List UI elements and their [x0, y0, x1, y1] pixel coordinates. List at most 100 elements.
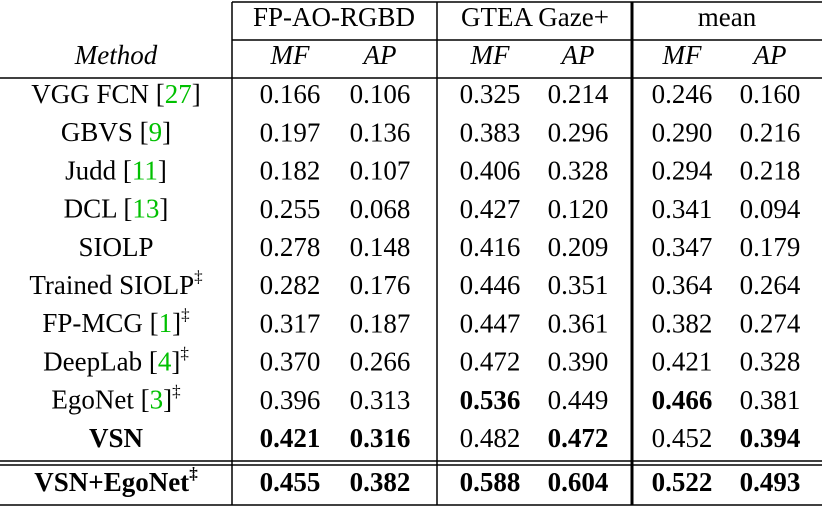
value-cell: 0.472 — [548, 423, 609, 453]
value-cell: 0.390 — [548, 347, 609, 377]
metric-header: MF — [270, 40, 310, 70]
value-cell: 0.361 — [548, 308, 609, 338]
ref-bracket: [ — [123, 156, 132, 186]
method-name: VSN — [89, 423, 144, 453]
value-cell: 0.447 — [460, 308, 521, 338]
value-cell: 0.255 — [260, 194, 321, 224]
value-cell: 0.588 — [460, 467, 521, 497]
value-cell: 0.197 — [260, 117, 321, 147]
value-cell: 0.214 — [548, 79, 609, 109]
ref-bracket: ] — [159, 194, 168, 224]
value-cell: 0.216 — [740, 117, 801, 147]
value-cell: 0.264 — [740, 270, 801, 300]
value-cell: 0.370 — [260, 347, 321, 377]
value-cell: 0.148 — [350, 232, 411, 262]
superscript-mark: ‡ — [180, 343, 189, 362]
value-cell: 0.317 — [260, 308, 321, 338]
value-cell: 0.396 — [260, 385, 321, 415]
group-header: FP-AO-RGBD — [253, 2, 415, 32]
ref-bracket: [ — [123, 194, 132, 224]
value-cell: 0.294 — [652, 156, 713, 186]
method-name: Trained SIOLP — [29, 270, 194, 300]
value-cell: 0.383 — [460, 117, 521, 147]
method-name: VSN+EgoNet — [34, 467, 189, 497]
group-header: mean — [698, 2, 757, 32]
ref-bracket: ] — [158, 156, 167, 186]
value-cell: 0.493 — [740, 467, 801, 497]
value-cell: 0.187 — [350, 308, 411, 338]
value-cell: 0.381 — [740, 385, 801, 415]
ref-bracket: [ — [156, 79, 165, 109]
metric-header: AP — [560, 40, 595, 70]
metric-header: AP — [752, 40, 787, 70]
method-name: VGG FCN — [31, 79, 149, 109]
value-cell: 0.466 — [652, 385, 713, 415]
value-cell: 0.421 — [260, 423, 321, 453]
method-header: Method — [74, 40, 158, 70]
method-name: DeepLab — [43, 347, 142, 377]
value-cell: 0.446 — [460, 270, 521, 300]
citation: 27 — [165, 79, 192, 109]
value-cell: 0.341 — [652, 194, 713, 224]
metric-header: AP — [362, 40, 397, 70]
method-cell: Judd [11] — [65, 156, 167, 186]
ref-bracket: [ — [150, 308, 159, 338]
value-cell: 0.455 — [260, 467, 321, 497]
ref-bracket: ] — [171, 347, 180, 377]
method-cell: VSN — [89, 423, 144, 453]
value-cell: 0.176 — [350, 270, 411, 300]
value-cell: 0.328 — [548, 156, 609, 186]
method-name: DCL — [64, 194, 117, 224]
value-cell: 0.421 — [652, 347, 713, 377]
value-cell: 0.604 — [548, 467, 609, 497]
group-header: GTEA Gaze+ — [461, 2, 609, 32]
value-cell: 0.382 — [350, 467, 411, 497]
value-cell: 0.218 — [740, 156, 801, 186]
superscript-mark: ‡ — [194, 267, 203, 286]
method-cell: EgoNet [3]‡ — [51, 382, 180, 415]
value-cell: 0.328 — [740, 347, 801, 377]
citation: 13 — [132, 194, 159, 224]
value-cell: 0.452 — [652, 423, 713, 453]
method-cell: SIOLP — [78, 232, 153, 262]
value-cell: 0.278 — [260, 232, 321, 262]
value-cell: 0.316 — [350, 423, 411, 453]
value-cell: 0.160 — [740, 79, 801, 109]
value-cell: 0.364 — [652, 270, 713, 300]
ref-bracket: ] — [192, 79, 201, 109]
citation: 1 — [159, 308, 173, 338]
value-cell: 0.313 — [350, 385, 411, 415]
method-name: GBVS — [61, 117, 133, 147]
value-cell: 0.325 — [460, 79, 521, 109]
value-cell: 0.296 — [548, 117, 609, 147]
citation: 3 — [150, 385, 164, 415]
value-cell: 0.120 — [548, 194, 609, 224]
value-cell: 0.106 — [350, 79, 411, 109]
citation: 9 — [149, 117, 163, 147]
value-cell: 0.094 — [740, 194, 801, 224]
value-cell: 0.536 — [460, 385, 521, 415]
value-cell: 0.449 — [548, 385, 609, 415]
value-cell: 0.416 — [460, 232, 521, 262]
value-cell: 0.136 — [350, 117, 411, 147]
method-name: SIOLP — [78, 232, 153, 262]
value-cell: 0.166 — [260, 79, 321, 109]
value-cell: 0.522 — [652, 467, 713, 497]
metric-header: MF — [662, 40, 702, 70]
method-cell: Trained SIOLP‡ — [29, 267, 202, 300]
value-cell: 0.394 — [740, 423, 801, 453]
superscript-mark: ‡ — [172, 382, 181, 401]
ref-bracket: ] — [163, 385, 172, 415]
value-cell: 0.351 — [548, 270, 609, 300]
value-cell: 0.274 — [740, 308, 801, 338]
ref-bracket: ] — [162, 117, 171, 147]
ref-bracket: [ — [149, 347, 158, 377]
method-name: FP-MCG — [42, 308, 143, 338]
value-cell: 0.382 — [652, 308, 713, 338]
citation: 11 — [132, 156, 158, 186]
value-cell: 0.107 — [350, 156, 411, 186]
value-cell: 0.347 — [652, 232, 713, 262]
ref-bracket: [ — [141, 385, 150, 415]
ref-bracket: ] — [172, 308, 181, 338]
